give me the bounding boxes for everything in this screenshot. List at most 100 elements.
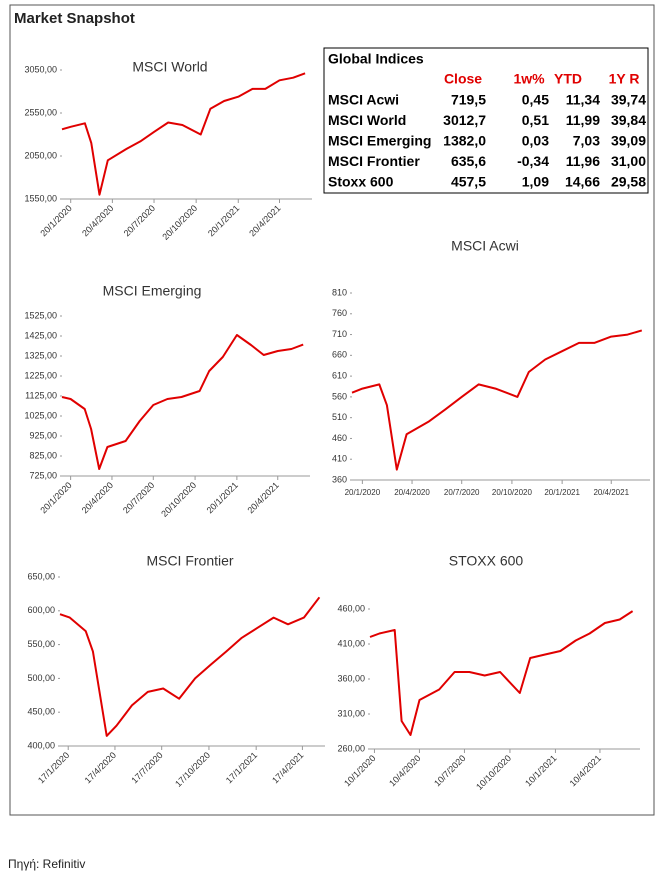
x-tick-label: 20/1/2020	[38, 203, 73, 238]
x-tick-label: 20/1/2020	[345, 488, 381, 497]
cell: 635,6	[451, 153, 486, 169]
cell: -0,34	[517, 153, 549, 169]
y-tick-label: 410,00	[337, 638, 365, 648]
x-tick-label: 20/4/2020	[80, 480, 115, 515]
cell: 3012,7	[443, 112, 486, 128]
x-tick-label: 17/4/2020	[83, 750, 118, 785]
cell: 11,96	[566, 153, 600, 169]
y-tick-label: 710	[332, 329, 347, 339]
line	[61, 72, 306, 196]
x-tick-label: 17/10/2020	[173, 750, 212, 789]
y-tick-label: 450,00	[27, 707, 55, 717]
y-tick-label: 1325,00	[24, 350, 57, 360]
x-tick-label: 10/4/2020	[387, 753, 422, 788]
y-tick-label: 2550,00	[24, 107, 57, 117]
y-tick-label: 2050,00	[24, 150, 57, 160]
chart-title: STOXX 600	[449, 553, 524, 569]
y-tick-label: 360,00	[337, 673, 365, 683]
cell: 719,5	[451, 92, 486, 108]
column-header: YTD	[554, 71, 582, 87]
y-tick-label: 825,00	[29, 450, 57, 460]
x-tick-label: 20/1/2021	[205, 480, 240, 515]
x-tick-label: 20/4/2020	[80, 203, 115, 238]
x-tick-label: 20/7/2020	[121, 480, 156, 515]
cell: 457,5	[451, 173, 486, 189]
x-tick-label: 20/7/2020	[122, 203, 157, 238]
y-tick-label: 1225,00	[24, 370, 57, 380]
x-tick-label: 17/1/2020	[36, 750, 71, 785]
y-tick-label: 260,00	[337, 743, 365, 753]
x-tick-label: 10/1/2020	[342, 753, 377, 788]
x-tick-label: 20/10/2020	[160, 203, 199, 242]
page-title: Market Snapshot	[14, 10, 135, 27]
row-label: MSCI Acwi	[328, 92, 399, 108]
chart-title: MSCI Frontier	[146, 553, 233, 569]
row-label: MSCI Emerging	[328, 133, 431, 149]
y-tick-label: 400,00	[27, 740, 55, 750]
x-tick-label: 17/1/2021	[224, 750, 259, 785]
y-tick-label: 360	[332, 474, 347, 484]
y-tick-label: 610	[332, 370, 347, 380]
cell: 0,03	[522, 133, 549, 149]
cell: 29,58	[611, 173, 646, 189]
y-tick-label: 725,00	[29, 470, 57, 480]
cell: 39,84	[611, 112, 646, 128]
cell: 1,09	[522, 173, 549, 189]
y-tick-label: 1550,00	[24, 193, 57, 203]
table-title: Global Indices	[328, 51, 424, 67]
x-tick-label: 20/1/2020	[38, 480, 73, 515]
y-tick-label: 550,00	[27, 639, 55, 649]
y-tick-label: 310,00	[337, 708, 365, 718]
x-tick-label: 10/7/2020	[432, 753, 467, 788]
x-tick-label: 10/1/2021	[523, 753, 558, 788]
y-tick-label: 1425,00	[24, 330, 57, 340]
y-tick-label: 1525,00	[24, 310, 57, 320]
x-tick-label: 20/4/2021	[593, 488, 629, 497]
y-tick-label: 410	[332, 454, 347, 464]
line	[369, 610, 634, 736]
x-tick-label: 20/4/2020	[394, 488, 430, 497]
line	[351, 329, 643, 471]
cell: 0,45	[522, 92, 549, 108]
cell: 39,09	[611, 133, 646, 149]
x-tick-label: 20/7/2020	[444, 488, 480, 497]
cell: 39,74	[611, 92, 646, 108]
cell: 11,99	[566, 112, 600, 128]
x-tick-label: 20/1/2021	[544, 488, 580, 497]
x-tick-label: 20/4/2021	[247, 203, 282, 238]
x-tick-label: 10/4/2021	[568, 753, 603, 788]
y-tick-label: 560	[332, 391, 347, 401]
x-tick-label: 20/1/2021	[206, 203, 241, 238]
x-tick-label: 17/4/2021	[270, 750, 305, 785]
cell: 14,66	[565, 173, 600, 189]
column-header: Close	[444, 71, 482, 87]
chart-title: MSCI Acwi	[451, 238, 519, 254]
cell: 7,03	[573, 133, 600, 149]
y-tick-label: 1025,00	[24, 410, 57, 420]
line	[61, 334, 304, 470]
y-tick-label: 1125,00	[25, 390, 57, 400]
row-label: MSCI World	[328, 112, 406, 128]
y-tick-label: 3050,00	[24, 64, 57, 74]
row-label: MSCI Frontier	[328, 153, 420, 169]
chart-title: MSCI Emerging	[103, 283, 202, 299]
y-tick-label: 660	[332, 350, 347, 360]
line	[59, 596, 321, 737]
column-header: 1w%	[513, 71, 545, 87]
cell: 1382,0	[443, 133, 486, 149]
cell: 31,00	[611, 153, 646, 169]
column-header: 1Y R	[609, 71, 640, 87]
x-tick-label: 20/10/2020	[159, 480, 198, 519]
table-box	[323, 47, 649, 194]
y-tick-label: 650,00	[27, 571, 55, 581]
frame	[9, 4, 655, 816]
x-tick-label: 17/7/2020	[129, 750, 164, 785]
y-tick-label: 925,00	[29, 430, 57, 440]
cell: 11,34	[566, 92, 600, 108]
y-tick-label: 600,00	[27, 605, 55, 615]
y-tick-label: 760	[332, 308, 347, 318]
x-tick-label: 20/4/2021	[245, 480, 280, 515]
y-tick-label: 500,00	[27, 673, 55, 683]
y-tick-label: 460,00	[337, 603, 365, 613]
